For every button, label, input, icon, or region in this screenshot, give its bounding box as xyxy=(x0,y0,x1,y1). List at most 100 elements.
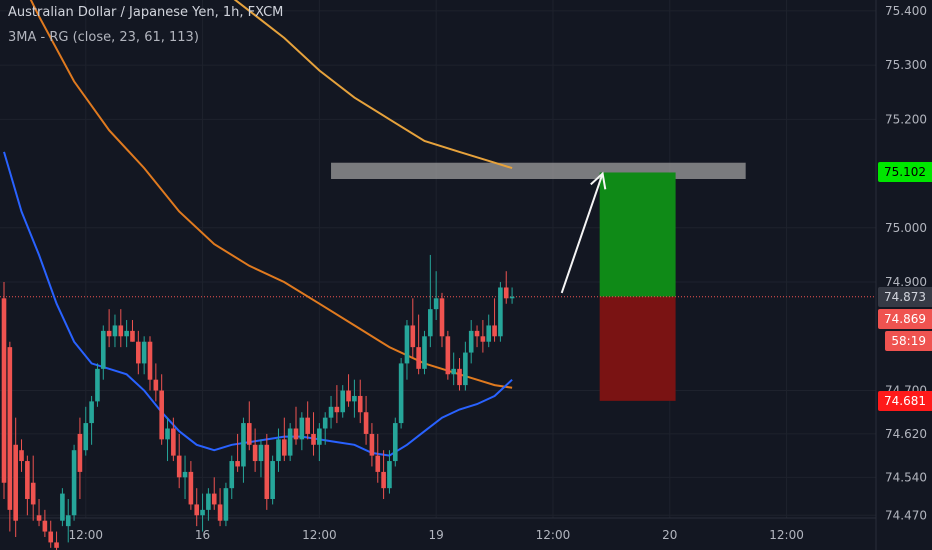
candle-body xyxy=(346,390,351,402)
candle-body xyxy=(223,488,229,521)
candle-body xyxy=(95,368,100,402)
candle-body xyxy=(410,325,416,348)
candle-body xyxy=(241,423,246,467)
candle-body xyxy=(480,336,486,342)
candle-body xyxy=(428,309,433,337)
candle-body xyxy=(206,493,211,510)
candle-body xyxy=(229,461,235,489)
candle-body xyxy=(398,363,404,424)
candle-body xyxy=(334,406,340,413)
candle-body xyxy=(369,433,375,456)
resistance-zone xyxy=(331,162,746,179)
candle-body xyxy=(124,330,129,337)
time-tick-label: 20 xyxy=(662,528,677,542)
price-tick-label: 74.900 xyxy=(885,275,927,289)
candle-body xyxy=(299,417,305,440)
arrow-icon xyxy=(560,173,604,294)
candle-body xyxy=(276,439,281,462)
candle-body xyxy=(422,336,427,369)
price-tick-label: 74.620 xyxy=(885,427,927,441)
price-tick-label: 75.300 xyxy=(885,58,927,72)
candle-body xyxy=(468,330,474,353)
candle-body xyxy=(48,531,54,543)
candle-body xyxy=(71,450,77,516)
moving-average-113 xyxy=(233,0,513,170)
candle-body xyxy=(136,341,141,364)
price-tick-label: 75.200 xyxy=(885,112,927,126)
last-price-label: 74.869 xyxy=(878,308,932,329)
candle-body xyxy=(463,352,468,386)
time-tick-label: 16 xyxy=(195,528,210,542)
moving-average-61 xyxy=(29,0,513,389)
candle-body xyxy=(153,379,159,391)
candle-body xyxy=(433,298,439,310)
candle-body xyxy=(83,423,89,451)
candle-body xyxy=(112,325,118,337)
candle-body xyxy=(118,325,124,337)
candle-body xyxy=(30,482,36,505)
candle-body xyxy=(439,298,445,337)
candle-body xyxy=(264,444,270,500)
bar-countdown-label: 58:19 xyxy=(885,330,932,351)
moving-average-23 xyxy=(3,151,513,457)
candle-body xyxy=(194,504,200,516)
time-tick-label: 12:00 xyxy=(769,528,804,542)
candle-body xyxy=(141,341,147,364)
candle-body xyxy=(363,412,369,434)
candle-body xyxy=(445,336,451,375)
time-tick-label: 12:00 xyxy=(68,528,103,542)
candle-body xyxy=(211,493,217,505)
candle-body xyxy=(100,330,106,369)
candle-body xyxy=(498,287,503,337)
candle-body xyxy=(474,330,480,337)
candle-body xyxy=(252,444,258,462)
candle-body xyxy=(159,390,164,440)
candle-body xyxy=(200,509,205,516)
candle-body xyxy=(270,461,275,500)
stop-loss-box xyxy=(599,296,676,401)
candle-body xyxy=(416,347,421,369)
arrow-head-icon xyxy=(590,171,607,190)
candle-body xyxy=(392,423,398,462)
candle-body xyxy=(217,504,223,521)
candle-body xyxy=(65,515,71,527)
candle-body xyxy=(36,515,42,521)
candle-body xyxy=(317,428,322,445)
price-tick-label: 75.000 xyxy=(885,221,927,235)
candle-body xyxy=(357,395,363,413)
candle-body xyxy=(77,433,83,472)
candle-body xyxy=(7,347,13,510)
candle-body xyxy=(492,325,497,337)
candle-body xyxy=(89,401,94,424)
candle-body xyxy=(387,461,392,489)
candle-body xyxy=(165,428,170,440)
candle-body xyxy=(246,423,252,445)
candle-body xyxy=(293,428,299,440)
price-tick-label: 74.540 xyxy=(885,470,927,484)
candle-body xyxy=(176,455,182,478)
candle-body xyxy=(258,444,264,462)
candle-body xyxy=(457,368,462,386)
candle-body xyxy=(451,368,456,375)
candle-body xyxy=(182,471,188,478)
candle-body xyxy=(188,471,194,505)
candle-body xyxy=(171,428,176,456)
candle-body xyxy=(311,433,316,445)
target-price-label: 75.102 xyxy=(878,162,932,183)
candle-body xyxy=(282,439,287,456)
candle-body xyxy=(404,325,410,364)
candle-body xyxy=(287,428,293,456)
candle-body xyxy=(1,298,7,483)
candle-body xyxy=(322,417,328,429)
current-price-label: 74.873 xyxy=(878,286,932,307)
stop-price-label: 74.681 xyxy=(878,390,932,411)
candle-body xyxy=(106,330,112,337)
candle-body xyxy=(375,455,381,472)
candle-body xyxy=(503,287,509,299)
time-tick-label: 19 xyxy=(429,528,444,542)
profit-target-box xyxy=(599,172,676,297)
candle-body xyxy=(328,406,334,418)
candle-body xyxy=(352,395,357,402)
